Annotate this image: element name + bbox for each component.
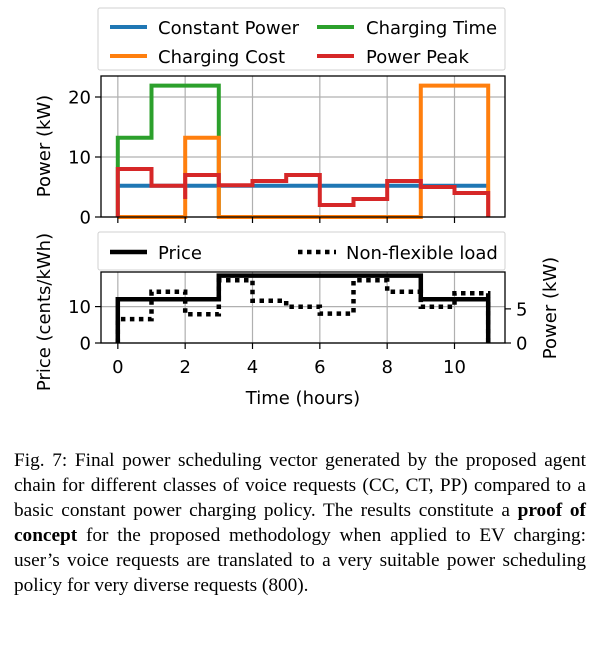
price-chart-series bbox=[115, 273, 491, 343]
figure-caption: Fig. 7: Final power scheduling vector ge… bbox=[14, 448, 586, 598]
ytick-right-label: 0 bbox=[516, 334, 527, 355]
price-chart-ylabel: Price (cents/kWh) bbox=[34, 233, 55, 391]
price-chart-ticks: 0 10 0 5 0 2 4 6 8 10 bbox=[68, 297, 527, 378]
ytick-label: 0 bbox=[80, 208, 91, 229]
power-chart-gridlines bbox=[101, 76, 505, 218]
series-line-charging-time bbox=[115, 83, 221, 217]
price-chart-frame bbox=[100, 271, 506, 344]
xtick-label: 6 bbox=[314, 357, 325, 378]
series-line-non-flexible-load bbox=[115, 277, 491, 343]
power-chart: 0 10 20 Power (kW) bbox=[34, 75, 506, 229]
ytick-label: 10 bbox=[68, 297, 91, 318]
caption-suffix: for the proposed methodology when applie… bbox=[14, 525, 586, 596]
series-line-charging-cost bbox=[117, 83, 491, 219]
legend-label-charging-time: Charging Time bbox=[366, 18, 497, 39]
xtick-label: 10 bbox=[443, 357, 466, 378]
price-chart-xlabel: Time (hours) bbox=[245, 388, 360, 409]
price-chart-gridlines bbox=[101, 272, 505, 344]
xtick-label: 8 bbox=[381, 357, 392, 378]
price-chart-ylabel-right: Power (kW) bbox=[540, 257, 561, 359]
legend-label-price: Price bbox=[158, 243, 202, 264]
series-line-power-peak bbox=[115, 167, 491, 217]
power-chart-series bbox=[115, 83, 491, 219]
power-chart-ylabel: Power (kW) bbox=[34, 95, 55, 197]
bottom-legend: Price Non-flexible load bbox=[97, 231, 506, 271]
legend-label-charging-cost: Charging Cost bbox=[158, 47, 285, 68]
ytick-label: 20 bbox=[68, 88, 91, 109]
top-legend: Constant Power Charging Time Charging Co… bbox=[97, 7, 506, 71]
figure: Constant Power Charging Time Charging Co… bbox=[34, 7, 561, 409]
ytick-right-label: 5 bbox=[516, 299, 527, 320]
caption-bold: proof of concept bbox=[14, 500, 586, 546]
caption-prefix: Fig. 7: Final power scheduling vector ge… bbox=[14, 450, 586, 521]
legend-label-power-peak: Power Peak bbox=[366, 47, 469, 68]
xtick-label: 2 bbox=[179, 357, 190, 378]
xtick-label: 0 bbox=[112, 357, 123, 378]
ytick-label: 10 bbox=[68, 148, 91, 169]
power-chart-frame bbox=[100, 75, 506, 218]
power-chart-ticks: 0 10 20 bbox=[68, 88, 456, 229]
legend-label-non-flexible-load: Non-flexible load bbox=[346, 243, 498, 264]
ytick-label: 0 bbox=[80, 334, 91, 355]
series-line-price bbox=[115, 273, 491, 343]
price-chart: 0 10 0 5 0 2 4 6 8 10 Price (cents/kWh) Power (kW… bbox=[34, 233, 561, 409]
xtick-label: 4 bbox=[247, 357, 258, 378]
legend-label-constant-power: Constant Power bbox=[158, 18, 300, 39]
